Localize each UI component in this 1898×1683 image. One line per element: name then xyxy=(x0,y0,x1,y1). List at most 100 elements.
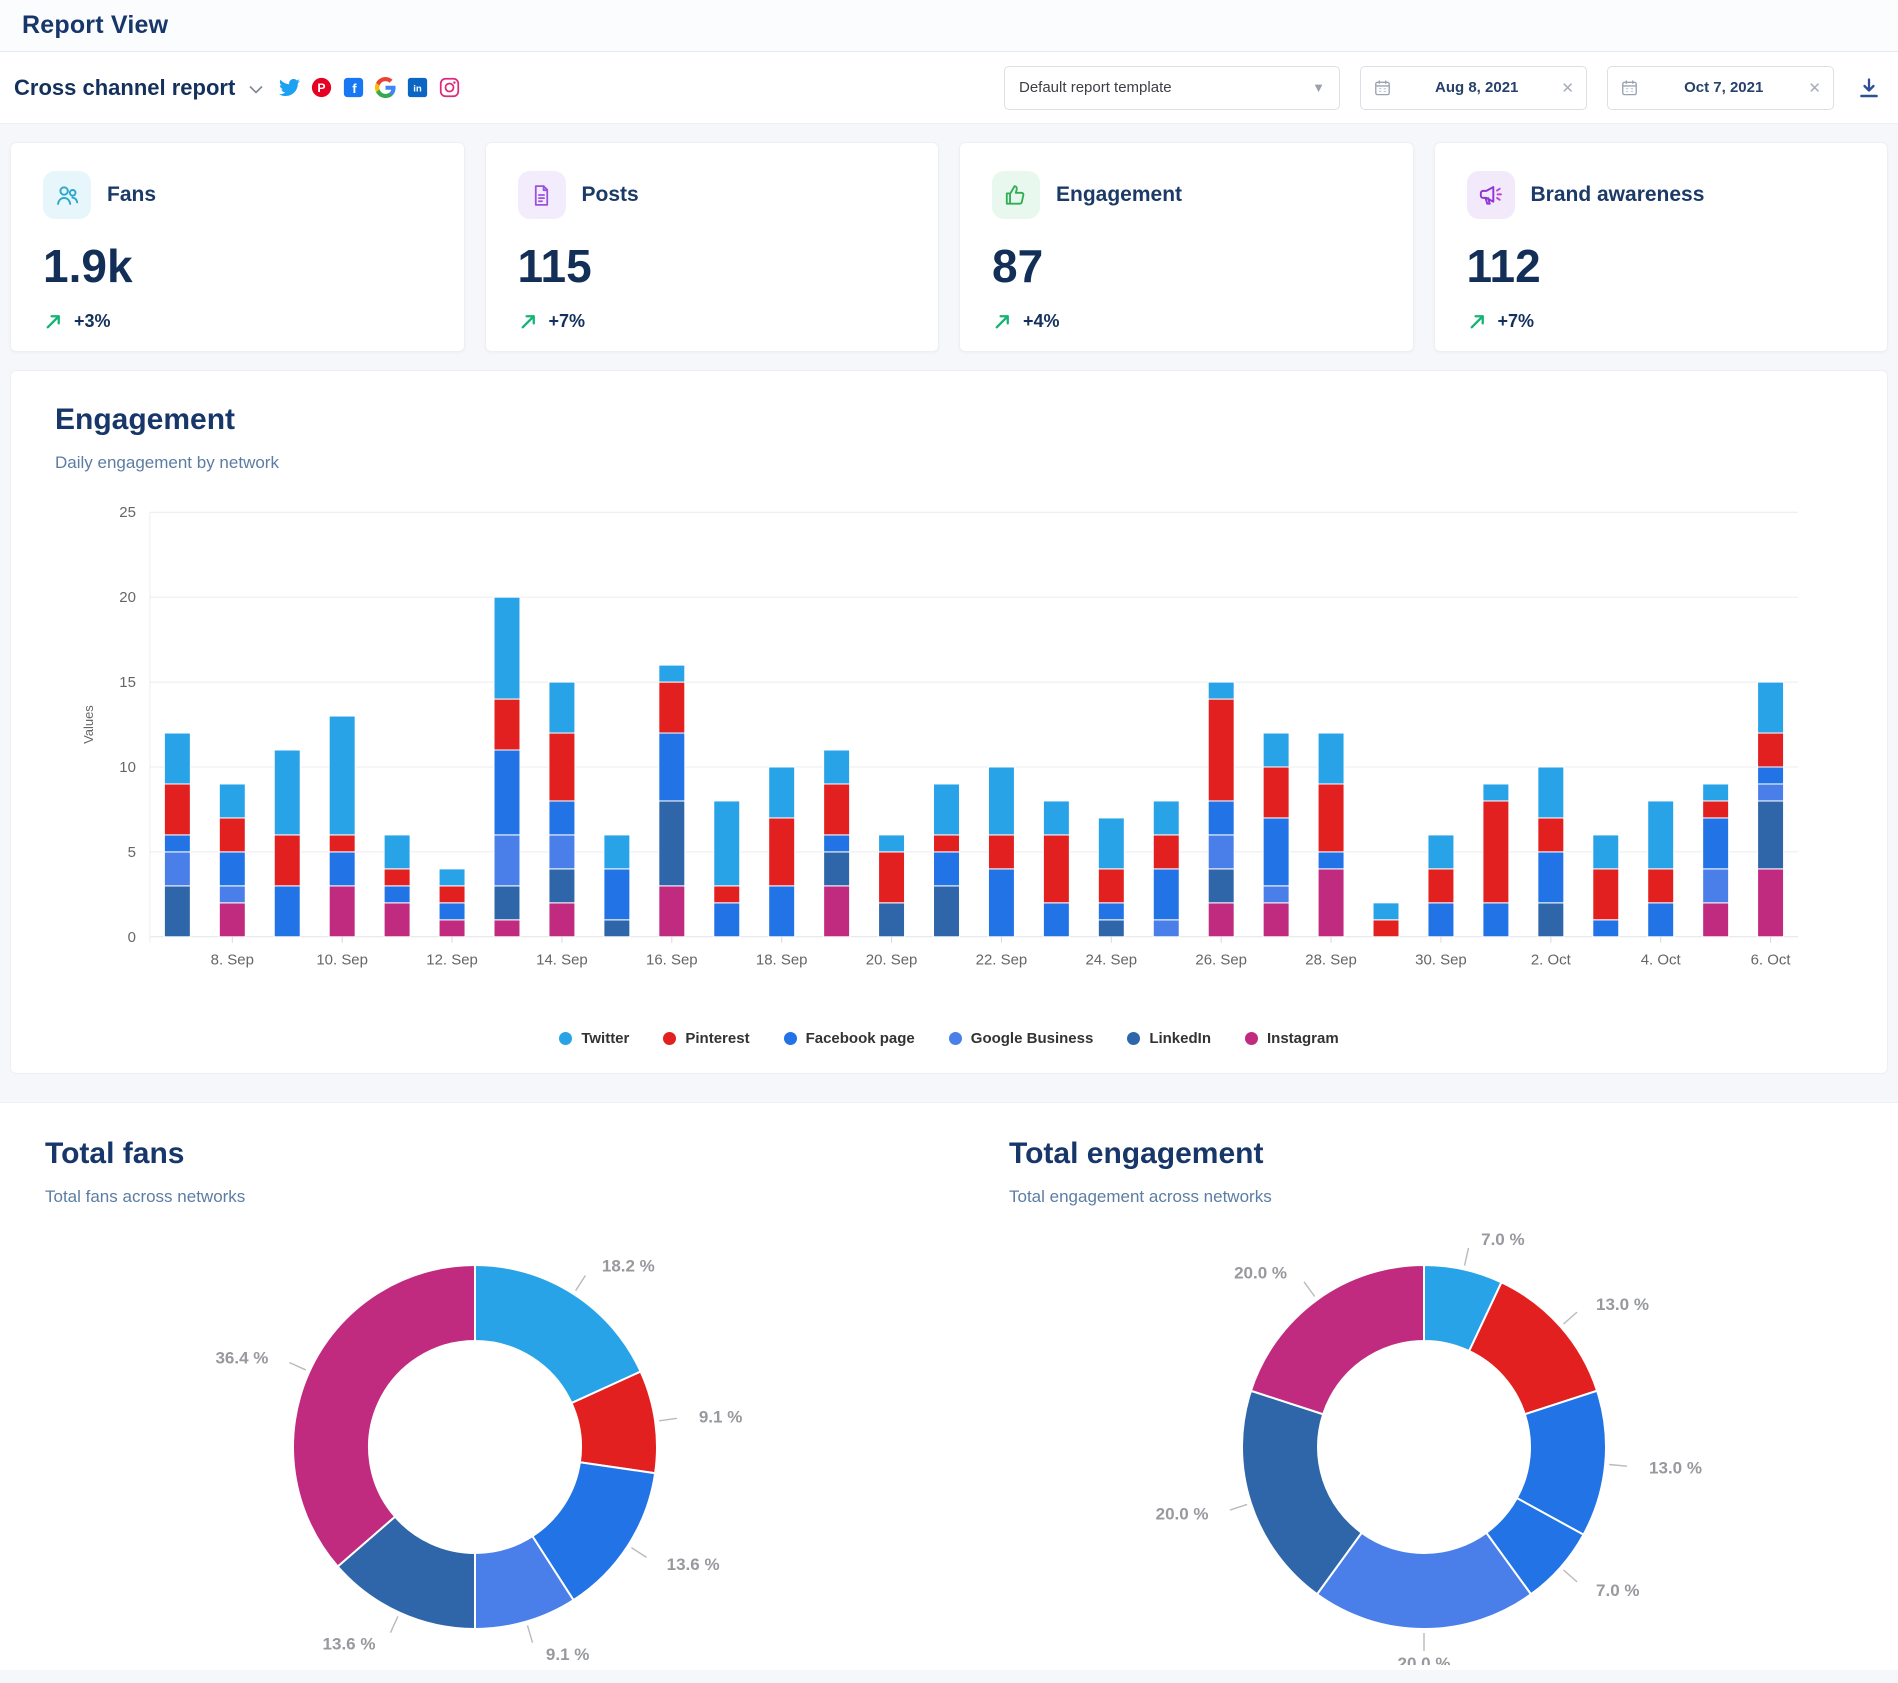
legend-label: Twitter xyxy=(581,1030,630,1047)
svg-text:20: 20 xyxy=(119,589,136,606)
svg-text:Values: Values xyxy=(81,705,96,744)
trend-up-icon xyxy=(995,315,1009,329)
chevron-down-icon[interactable] xyxy=(249,81,263,99)
svg-text:20.0 %: 20.0 % xyxy=(1234,1263,1287,1282)
legend-dot xyxy=(1244,1032,1258,1045)
total-fans-section: Total fans Total fans across networks 18… xyxy=(0,1103,949,1670)
legend-label: Pinterest xyxy=(685,1030,750,1047)
kpi-label: Fans xyxy=(107,183,157,206)
svg-text:13.0 %: 13.0 % xyxy=(1596,1295,1649,1314)
template-select[interactable]: Default report template ▼ xyxy=(1004,65,1340,110)
svg-text:f: f xyxy=(352,81,357,96)
svg-text:14. Sep: 14. Sep xyxy=(536,952,588,969)
total-engagement-section: Total engagement Total engagement across… xyxy=(949,1103,1898,1673)
legend-item-instagram[interactable]: Instagram xyxy=(1244,1030,1339,1047)
svg-text:4. Oct: 4. Oct xyxy=(1641,952,1682,969)
total-fans-donut-chart: 18.2 % 9.1 % 13.6 % 9.1 % 13.6 % 36.4 % xyxy=(215,1256,742,1664)
daily-engagement-bar-chart: 0 5 10 15 20 25 Values 8. Sep 10. Sep 12. Sep 14. … xyxy=(81,504,1799,969)
date-to-field[interactable]: Oct 7, 2021 ✕ xyxy=(1607,65,1834,110)
total-engagement-donut-chart: 7.0 % 13.0 % 13.0 % 7.0 % 20.0 % 20.0 % 20.0 % xyxy=(1156,1230,1702,1673)
kpi-trend: +7% xyxy=(518,311,907,332)
svg-text:5: 5 xyxy=(128,844,136,861)
svg-text:20.0 %: 20.0 % xyxy=(1156,1505,1209,1524)
svg-text:22. Sep: 22. Sep xyxy=(976,952,1028,969)
section-title: Total engagement xyxy=(1009,1137,1264,1170)
legend-label: Google Business xyxy=(970,1030,1094,1047)
svg-text:15: 15 xyxy=(119,674,136,691)
kpi-card-engagement: Engagement 87 +4% xyxy=(959,142,1414,352)
svg-text:20. Sep: 20. Sep xyxy=(866,952,918,969)
legend-dot xyxy=(663,1032,677,1045)
download-icon xyxy=(1860,77,1878,97)
svg-text:25: 25 xyxy=(119,504,136,521)
megaphone-icon xyxy=(1466,171,1515,219)
trend-up-icon xyxy=(521,315,535,329)
svg-text:16. Sep: 16. Sep xyxy=(646,952,698,969)
calendar-icon xyxy=(1622,80,1637,96)
section-title: Total fans xyxy=(45,1137,185,1170)
svg-text:24. Sep: 24. Sep xyxy=(1086,952,1138,969)
svg-text:12. Sep: 12. Sep xyxy=(426,952,478,969)
instagram-icon xyxy=(440,77,460,98)
calendar-icon xyxy=(1375,80,1390,96)
svg-text:9.1 %: 9.1 % xyxy=(546,1645,589,1664)
pinterest-icon: P xyxy=(312,77,332,98)
svg-text:13.6 %: 13.6 % xyxy=(667,1555,720,1574)
kpi-card-posts: Posts 115 +7% xyxy=(484,142,939,352)
svg-text:13.6 %: 13.6 % xyxy=(323,1635,376,1654)
kpi-trend: +7% xyxy=(1467,311,1856,332)
svg-text:10. Sep: 10. Sep xyxy=(316,952,368,969)
legend-item-facebook-page[interactable]: Facebook page xyxy=(783,1030,915,1047)
kpi-card-fans: Fans 1.9k +3% xyxy=(10,142,465,352)
kpi-trend: +4% xyxy=(992,311,1381,332)
clear-date-from-icon[interactable]: ✕ xyxy=(1561,79,1574,97)
svg-text:10: 10 xyxy=(119,759,136,776)
linkedin-icon: in xyxy=(408,77,428,98)
download-report-button[interactable] xyxy=(1854,73,1884,103)
chart-legend: Twitter Pinterest Facebook page Google Busi… xyxy=(55,1030,1843,1047)
svg-text:8. Sep: 8. Sep xyxy=(211,952,254,969)
google-icon xyxy=(375,77,396,98)
legend-label: LinkedIn xyxy=(1149,1030,1211,1047)
legend-item-pinterest[interactable]: Pinterest xyxy=(663,1030,750,1047)
kpi-value: 87 xyxy=(992,240,1044,292)
legend-label: Facebook page xyxy=(805,1030,915,1047)
kpi-row: Fans 1.9k +3% Posts 115 +7% Engagement 8… xyxy=(0,124,1898,352)
legend-dot xyxy=(559,1032,573,1045)
section-subtitle: Total fans across networks xyxy=(45,1187,246,1206)
svg-text:7.0 %: 7.0 % xyxy=(1481,1230,1524,1249)
svg-text:2. Oct: 2. Oct xyxy=(1531,952,1572,969)
legend-item-linkedin[interactable]: LinkedIn xyxy=(1127,1030,1211,1047)
facebook-icon: f xyxy=(344,77,364,98)
svg-text:0: 0 xyxy=(128,929,136,946)
svg-text:in: in xyxy=(414,83,423,94)
page-title: Report View xyxy=(22,11,169,39)
kpi-label: Posts xyxy=(581,183,639,206)
kpi-card-brand-awareness: Brand awareness 112 +7% xyxy=(1433,142,1888,352)
legend-dot xyxy=(783,1032,797,1045)
legend-item-twitter[interactable]: Twitter xyxy=(559,1030,629,1047)
select-caret-icon: ▼ xyxy=(1312,80,1325,95)
legend-dot xyxy=(1127,1032,1141,1045)
svg-text:30. Sep: 30. Sep xyxy=(1415,952,1467,969)
report-toolbar: Cross channel report P f in Default repo… xyxy=(0,52,1898,124)
kpi-label: Engagement xyxy=(1056,183,1183,206)
svg-text:P: P xyxy=(318,81,326,95)
svg-text:13.0 %: 13.0 % xyxy=(1649,1458,1702,1477)
svg-text:20.0 %: 20.0 % xyxy=(1398,1654,1451,1665)
chart-subtitle: Daily engagement by network xyxy=(55,453,279,472)
users-icon xyxy=(43,171,91,219)
svg-text:36.4 %: 36.4 % xyxy=(215,1348,268,1367)
engagement-chart-card: Engagement Daily engagement by network 0… xyxy=(10,370,1888,1074)
date-from-field[interactable]: Aug 8, 2021 ✕ xyxy=(1360,65,1587,110)
clear-date-to-icon[interactable]: ✕ xyxy=(1808,79,1821,97)
document-icon xyxy=(517,171,566,219)
connected-networks: P f in xyxy=(279,77,460,98)
page-header: Report View xyxy=(0,0,1898,52)
legend-item-google-business[interactable]: Google Business xyxy=(948,1030,1094,1047)
kpi-value: 115 xyxy=(517,240,592,292)
template-select-value: Default report template xyxy=(1019,79,1172,96)
kpi-trend: +3% xyxy=(43,311,432,332)
trend-up-icon xyxy=(46,315,60,329)
kpi-label: Brand awareness xyxy=(1530,183,1705,206)
